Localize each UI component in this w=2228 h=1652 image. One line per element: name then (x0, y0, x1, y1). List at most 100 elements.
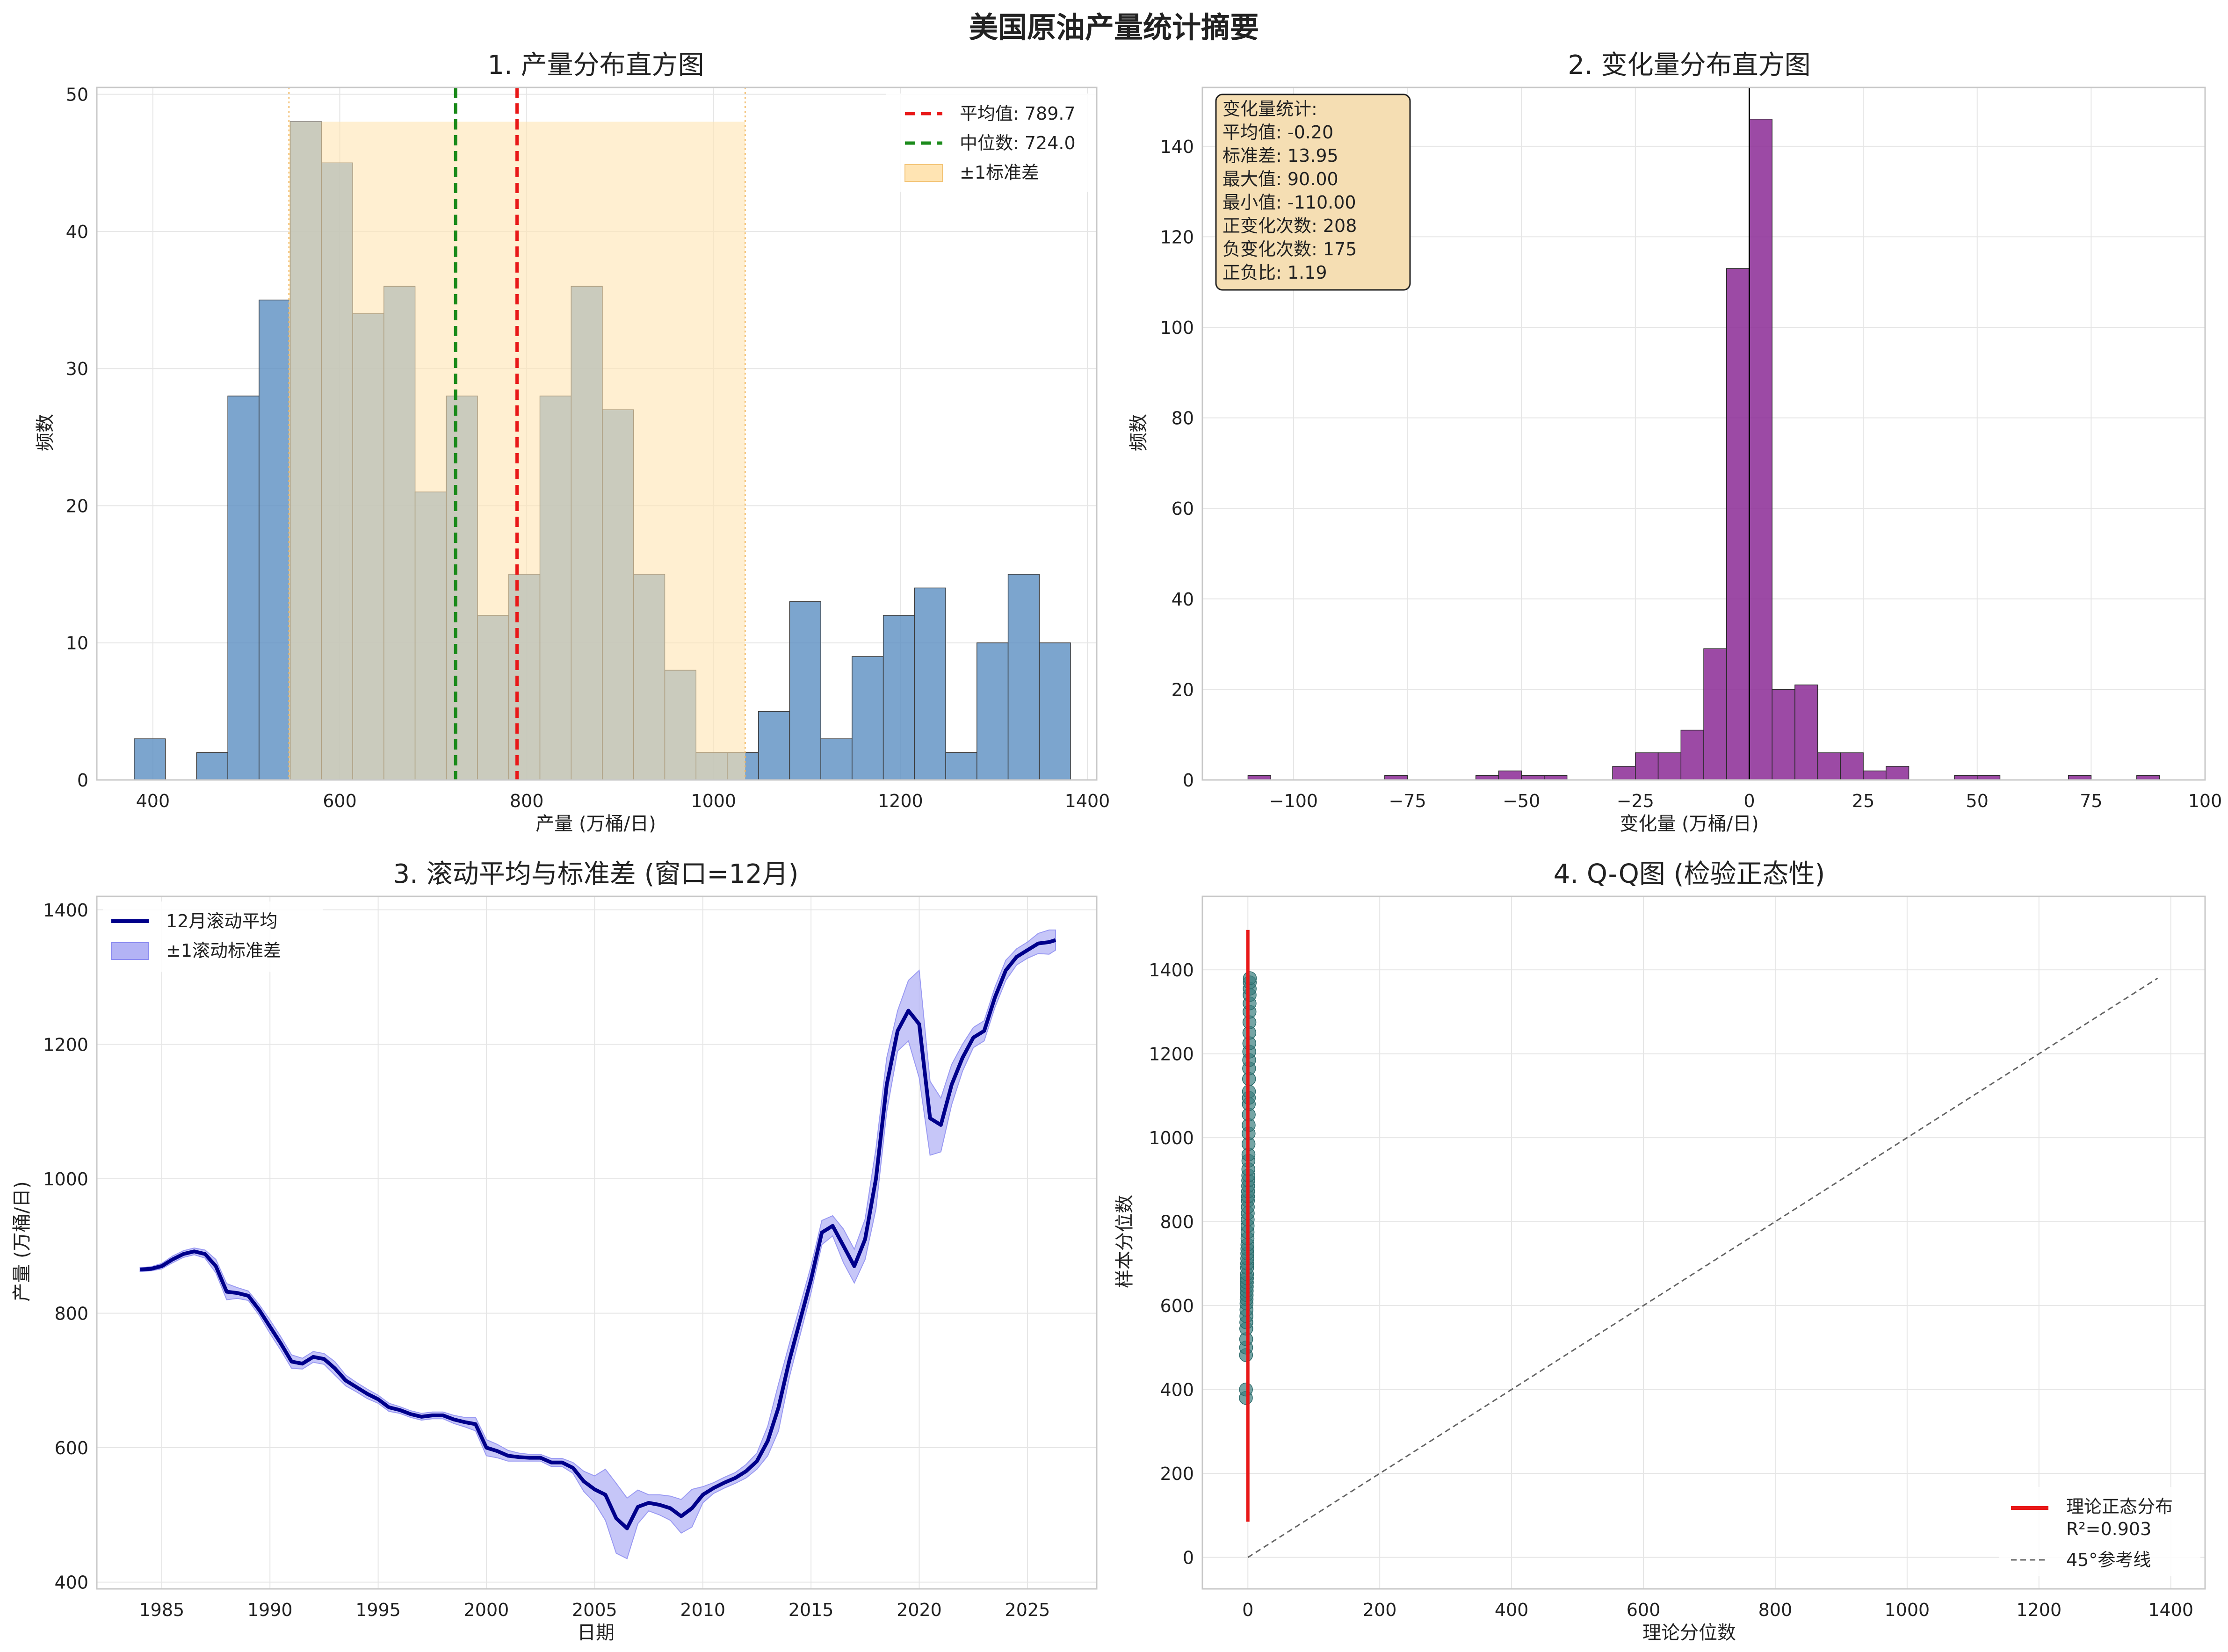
stats-std: 标准差: 13.95 (1223, 145, 1338, 166)
x-tick-label: 1200 (2016, 1600, 2062, 1620)
panel-4-frame (1201, 895, 2206, 1590)
y-tick-label: 140 (1160, 137, 1194, 157)
x-tick-label: 1000 (691, 791, 736, 811)
panel-1-ylabel: 频数 (35, 414, 56, 451)
qq-point (1243, 971, 1257, 985)
legend-median-label: 中位数: 724.0 (960, 133, 1076, 153)
histogram-bar (227, 396, 260, 780)
x-tick-label: 1000 (1885, 1600, 1930, 1620)
panel-2-ylabel: 频数 (1128, 414, 1150, 451)
panel-production-histogram: 1. 产量分布直方图 产量 (万桶/日) 频数 400 600 800 1000 120… (35, 50, 1110, 835)
panel-1-frame (96, 87, 1098, 781)
histogram-bar (1840, 752, 1864, 780)
panel-2-xlabel: 变化量 (万桶/日) (1620, 813, 1758, 835)
panel-3-title: 3. 滚动平均与标准差 (窗口=12月) (393, 859, 799, 889)
histogram-bar (1863, 770, 1887, 780)
y-tick-label: 100 (1160, 317, 1194, 338)
panel-1-title: 1. 产量分布直方图 (487, 50, 704, 80)
x-tick-label: 50 (1966, 791, 1989, 811)
x-tick-label: 75 (2080, 791, 2102, 811)
panel-1-xlabel: 产量 (万桶/日) (535, 813, 656, 835)
y-tick-label: 0 (1183, 1548, 1194, 1568)
x-tick-label: 2000 (464, 1600, 509, 1620)
y-tick-label: 200 (1160, 1464, 1194, 1484)
legend-reference-label: 45°参考线 (2066, 1550, 2151, 1570)
panel-3-frame (96, 895, 1098, 1590)
x-tick-label: −75 (1389, 791, 1426, 811)
y-tick-label: 40 (66, 222, 88, 242)
x-tick-label: 1200 (878, 791, 923, 811)
y-tick-label: 1000 (1149, 1128, 1194, 1148)
panel-4-title: 4. Q-Q图 (检验正态性) (1554, 859, 1825, 889)
x-tick-label: 400 (1495, 1600, 1529, 1620)
histogram-bar (1680, 729, 1704, 780)
histogram-bar (1635, 752, 1659, 780)
histogram-bar (914, 587, 946, 780)
legend-std-swatch (904, 164, 943, 182)
reference-line (1247, 977, 2158, 1558)
y-tick-label: 40 (1172, 589, 1194, 610)
histogram-bar (852, 656, 884, 780)
y-tick-label: 1200 (43, 1034, 88, 1055)
y-tick-label: 10 (66, 633, 88, 654)
y-tick-label: 400 (54, 1573, 88, 1593)
legend-mean-label: 平均值: 789.7 (960, 103, 1076, 124)
x-tick-label: 1990 (247, 1600, 293, 1620)
stats-title: 变化量统计: (1223, 99, 1317, 119)
histogram-bar (134, 738, 166, 780)
legend-std-label: ±1标准差 (960, 162, 1039, 183)
histogram-bar (259, 299, 291, 780)
histogram-bar (883, 615, 915, 780)
panel-4-legend: 理论正态分布 R²=0.903 45°参考线 (1999, 1487, 2200, 1576)
histogram-bar (1612, 766, 1636, 780)
legend-rolling-std-label: ±1滚动标准差 (166, 940, 281, 961)
x-tick-label: 1400 (2148, 1600, 2193, 1620)
histogram-bar (977, 642, 1009, 780)
histogram-bar (758, 711, 790, 780)
y-tick-label: 0 (77, 770, 88, 791)
rolling-std-band (139, 929, 1056, 1559)
x-tick-label: 1400 (1065, 791, 1110, 811)
histogram-bar (789, 601, 821, 780)
x-tick-label: 25 (1852, 791, 1874, 811)
stats-ratio: 正负比: 1.19 (1223, 262, 1327, 283)
panel-4-xlabel: 理论分位数 (1642, 1622, 1736, 1644)
y-tick-label: 1400 (1149, 960, 1194, 981)
x-tick-label: 600 (323, 791, 357, 811)
stats-negative-count: 负变化次数: 175 (1223, 239, 1357, 260)
histogram-bar (1794, 684, 1818, 780)
panel-4-ylabel: 样本分位数 (1114, 1195, 1136, 1288)
x-tick-label: 2015 (788, 1600, 834, 1620)
x-tick-label: 1985 (139, 1600, 184, 1620)
x-tick-label: −100 (1269, 791, 1318, 811)
legend-rolling-std-swatch (111, 942, 149, 960)
y-tick-label: 800 (54, 1303, 88, 1324)
legend-qq-fit-label: 理论正态分布 (2066, 1496, 2173, 1517)
x-tick-label: 400 (136, 791, 170, 811)
y-tick-label: 0 (1183, 770, 1194, 791)
y-tick-label: 80 (1172, 408, 1194, 429)
x-tick-label: 800 (510, 791, 544, 811)
x-tick-label: 100 (2188, 791, 2222, 811)
histogram-bar (1039, 642, 1071, 780)
histogram-bar (1657, 752, 1682, 780)
stats-min: 最小值: -110.00 (1223, 192, 1356, 213)
y-tick-label: 400 (1160, 1380, 1194, 1400)
panel-2-title: 2. 变化量分布直方图 (1568, 50, 1810, 80)
y-tick-label: 800 (1160, 1212, 1194, 1233)
panel-3-ylabel: 产量 (万桶/日) (11, 1181, 33, 1301)
histogram-bar (945, 752, 977, 780)
panel-2-frame (1201, 87, 2206, 781)
panel-rolling-mean: 3. 滚动平均与标准差 (窗口=12月) 日期 产量 (万桶/日) 1985 19… (11, 859, 1098, 1644)
histogram-bar (1749, 119, 1772, 780)
panel-1-legend: 平均值: 789.7 中位数: 724.0 ±1标准差 (886, 94, 1097, 192)
y-tick-label: 1200 (1149, 1044, 1194, 1065)
x-tick-label: 600 (1627, 1600, 1661, 1620)
y-tick-label: 60 (1172, 498, 1194, 519)
x-tick-label: 800 (1758, 1600, 1793, 1620)
x-tick-label: −50 (1503, 791, 1540, 811)
y-tick-label: 600 (1160, 1296, 1194, 1316)
y-tick-label: 120 (1160, 227, 1194, 247)
x-tick-label: 0 (1743, 791, 1755, 811)
